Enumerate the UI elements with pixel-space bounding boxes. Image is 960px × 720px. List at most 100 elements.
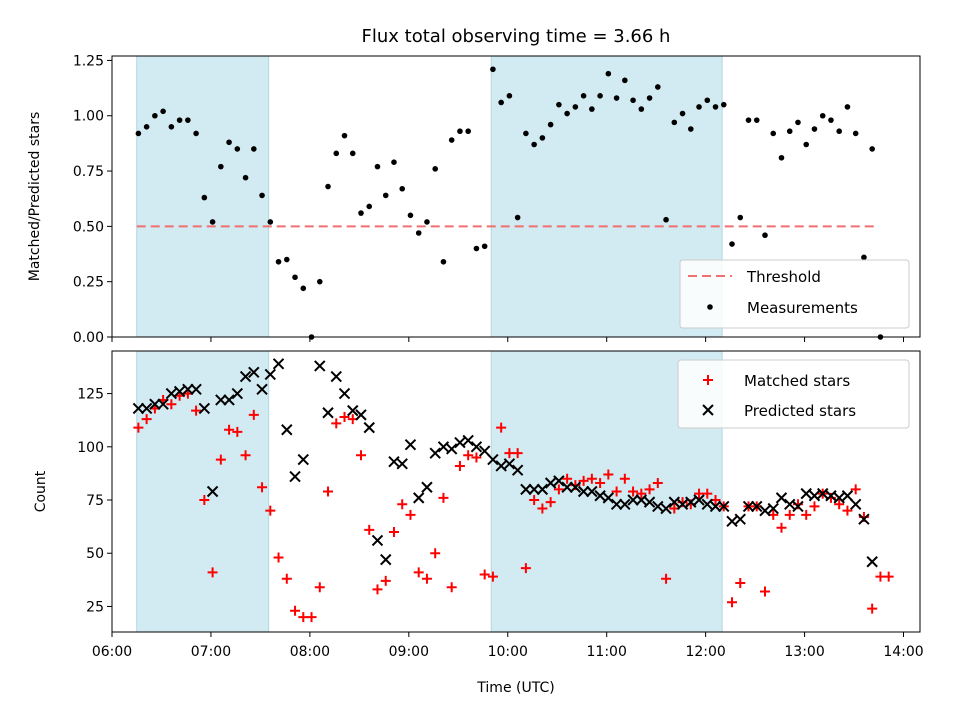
matched-star-point xyxy=(355,450,366,461)
matched-star-point xyxy=(215,454,226,465)
legend-measurements-label: Measurements xyxy=(747,299,858,317)
measurement-point xyxy=(844,104,851,110)
predicted-star-point xyxy=(520,483,532,496)
predicted-star-point xyxy=(454,436,466,449)
predicted-star-point xyxy=(338,387,351,400)
ratio-y-tick-label: 1.00 xyxy=(73,109,104,125)
predicted-star-point xyxy=(511,464,524,476)
measurement-point xyxy=(218,163,224,170)
measurement-point xyxy=(399,185,406,192)
predicted-star-point xyxy=(388,455,400,468)
measurement-point xyxy=(135,130,142,137)
measurement-point xyxy=(391,159,397,166)
ratio-y-tick-label: 0.75 xyxy=(73,164,104,180)
matched-star-point xyxy=(661,573,672,584)
measurement-point xyxy=(655,84,661,90)
measurement-point xyxy=(490,66,496,73)
measurement-point xyxy=(630,97,636,104)
matched-star-point xyxy=(240,450,251,461)
measurement-point xyxy=(564,110,570,117)
predicted-star-point xyxy=(610,498,623,510)
matched-star-point xyxy=(265,505,276,516)
predicted-star-point xyxy=(429,447,441,459)
legend-threshold-label: Threshold xyxy=(746,268,821,286)
measurement-point xyxy=(720,101,727,108)
predicted-star-point xyxy=(330,370,342,383)
x-tick-label: 06:00 xyxy=(92,644,132,660)
count-y-tick-label: 125 xyxy=(77,387,104,403)
count-y-tick-label: 50 xyxy=(86,546,104,562)
predicted-star-point xyxy=(544,477,557,489)
predicted-star-point xyxy=(652,500,664,513)
measurement-point xyxy=(242,174,249,181)
measurement-point xyxy=(193,130,199,137)
predicted-star-point xyxy=(281,424,293,436)
measurement-point xyxy=(185,117,191,123)
matched-star-point xyxy=(537,503,548,514)
matched-star-point xyxy=(166,399,177,410)
x-tick-label: 07:00 xyxy=(191,644,231,660)
matched-star-point xyxy=(842,505,853,516)
count-y-tick-label: 75 xyxy=(86,493,104,509)
measurement-point xyxy=(852,130,859,137)
ratio-y-tick-label: 0.50 xyxy=(73,219,104,235)
predicted-star-point xyxy=(239,370,252,383)
predicted-star-point xyxy=(380,553,392,566)
legend-predicted-swatch xyxy=(702,404,714,416)
matched-star-point xyxy=(141,414,152,425)
measurement-point xyxy=(226,139,232,146)
matched-star-point xyxy=(735,578,746,589)
predicted-star-point xyxy=(157,398,169,410)
matched-star-point xyxy=(883,571,894,582)
ratio-y-tick-label: 1.25 xyxy=(73,53,104,69)
measurement-point xyxy=(572,104,579,110)
measurement-point xyxy=(366,203,373,210)
predicted-star-point xyxy=(421,481,433,493)
matched-star-point xyxy=(397,499,408,510)
predicted-star-point xyxy=(536,483,549,496)
predicted-star-point xyxy=(817,487,829,500)
predicted-star-point xyxy=(784,498,796,510)
x-tick-label: 11:00 xyxy=(587,644,627,660)
measurement-point xyxy=(786,128,793,135)
measurement-point xyxy=(819,112,826,119)
matched-star-point xyxy=(454,460,465,471)
predicted-star-point xyxy=(297,453,309,466)
predicted-star-point xyxy=(182,383,194,396)
measurement-point xyxy=(622,77,628,84)
matched-star-point xyxy=(595,477,606,488)
matched-star-point xyxy=(430,548,441,559)
measurement-point xyxy=(580,93,587,99)
matched-star-point xyxy=(306,612,317,623)
measurement-point xyxy=(292,274,298,281)
count-shaded-span xyxy=(136,350,270,633)
matched-star-point xyxy=(380,575,391,586)
matched-star-point xyxy=(339,411,350,422)
measurement-point xyxy=(283,256,290,263)
count-frame xyxy=(111,350,921,633)
measurement-point xyxy=(374,163,381,170)
count-legend: Matched stars Predicted stars xyxy=(677,359,910,429)
measurement-point xyxy=(861,254,867,261)
predicted-star-point xyxy=(701,498,713,510)
matched-star-point xyxy=(405,509,416,520)
matched-star-point xyxy=(191,405,202,416)
predicted-star-point xyxy=(577,485,590,498)
predicted-star-point xyxy=(767,502,779,515)
predicted-star-point xyxy=(140,402,153,415)
predicted-star-point xyxy=(190,383,202,396)
matched-star-point xyxy=(553,484,564,495)
count-y-tick-label: 100 xyxy=(77,440,104,456)
measurement-point xyxy=(333,150,340,157)
matched-star-point xyxy=(323,486,334,497)
measurement-point xyxy=(613,95,620,101)
measurement-point xyxy=(803,141,810,148)
matched-star-point xyxy=(644,484,655,495)
matched-star-point xyxy=(364,524,375,535)
measurement-point xyxy=(687,126,694,132)
measurement-point xyxy=(704,97,711,104)
measurement-point xyxy=(836,128,842,135)
x-axis-label: Time (UTC) xyxy=(476,680,554,696)
matched-star-point xyxy=(801,509,812,520)
predicted-star-point xyxy=(792,500,804,513)
